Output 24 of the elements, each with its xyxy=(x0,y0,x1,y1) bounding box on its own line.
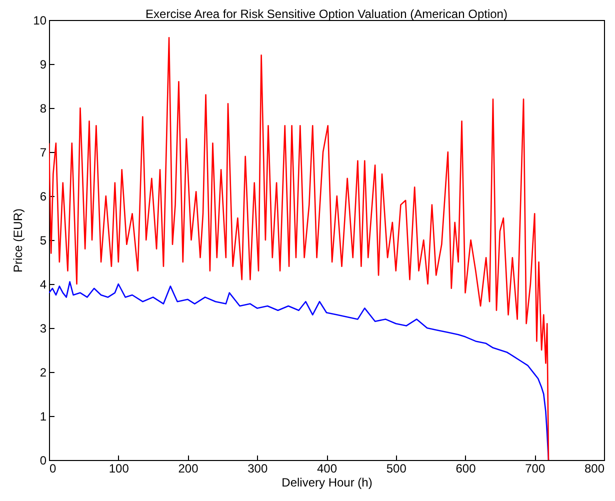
x-tick-label: 800 xyxy=(584,462,605,476)
y-tick-label: 3 xyxy=(40,322,47,336)
x-tick-label: 700 xyxy=(525,462,546,476)
y-tick-label: 6 xyxy=(40,190,47,204)
x-tick-label: 100 xyxy=(108,462,130,476)
y-axis-title: Price (EUR) xyxy=(11,208,26,273)
y-tick-label: 10 xyxy=(33,14,47,28)
y-tick-label: 8 xyxy=(40,102,47,116)
x-tick-label: 600 xyxy=(456,462,476,476)
x-tick-label: 500 xyxy=(386,462,407,476)
x-tick-label: 400 xyxy=(316,462,338,476)
x-tick-label: 0 xyxy=(50,462,56,476)
y-tick-label: 2 xyxy=(40,366,47,380)
x-axis-title: Delivery Hour (h) xyxy=(282,476,372,490)
x-tick-label: 300 xyxy=(248,462,268,476)
y-tick-label: 4 xyxy=(40,278,47,292)
line-series xyxy=(49,281,550,460)
y-tick-label: 9 xyxy=(40,58,47,72)
x-tick-label: 200 xyxy=(178,462,199,476)
y-tick-label: 7 xyxy=(40,146,47,160)
chart-title: Exercise Area for Risk Sensitive Option Valuation (American Option) xyxy=(146,7,508,21)
line-series xyxy=(49,36,550,460)
y-tick-label: 1 xyxy=(40,410,47,424)
y-tick-label: 5 xyxy=(40,234,47,248)
